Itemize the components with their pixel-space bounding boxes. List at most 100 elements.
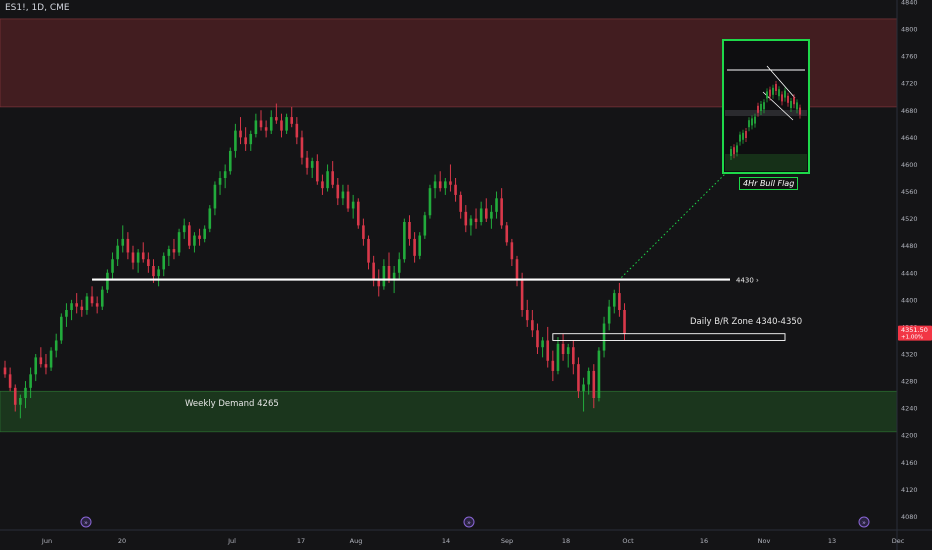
flag-candle-body: [760, 104, 762, 111]
price-tick-label: 4280: [901, 378, 918, 386]
candle-body: [157, 269, 160, 277]
flag-candle-body: [730, 149, 732, 156]
price-tick-label: 4520: [901, 215, 918, 223]
candle-body: [49, 350, 53, 368]
price-tick-label: 4640: [901, 134, 918, 142]
candle-body: [254, 120, 258, 134]
event-marker-icon: [80, 516, 92, 528]
price-tick-label: 4400: [901, 296, 918, 304]
flag-candle-body: [790, 101, 792, 108]
candle-body: [121, 238, 125, 246]
flag-candle-body: [763, 102, 765, 110]
time-axis[interactable]: Jun 20 Jul 17 Aug 14 Sep 18 Oct 16 Nov 13 Dec » » »: [0, 516, 932, 545]
candle-body: [203, 228, 206, 239]
candle-body: [172, 249, 176, 253]
candle-body: [490, 211, 493, 219]
time-tick-label: Sep: [501, 537, 513, 545]
candle-body: [223, 171, 227, 178]
daily-br-zone-box: [552, 333, 786, 341]
candle-body: [60, 316, 63, 341]
candle-body: [597, 350, 601, 398]
candle-body: [100, 289, 104, 307]
candle-body: [331, 171, 334, 185]
candle-body: [541, 340, 544, 348]
candle-body: [362, 225, 365, 239]
candle-body: [24, 387, 27, 398]
overlays-layer: 4430 ›: [92, 39, 810, 341]
candle-body: [495, 198, 498, 212]
candle-body: [500, 198, 503, 226]
candle-body: [561, 343, 565, 354]
candle-body: [413, 238, 416, 256]
candle-body: [505, 225, 509, 243]
price-tick-label: 4480: [901, 242, 918, 250]
flag-candle-body: [793, 97, 795, 105]
price-tick-label: 4800: [901, 26, 918, 34]
candle-body: [305, 157, 309, 168]
candle-body: [602, 323, 606, 351]
candle-body: [321, 181, 324, 189]
candle-body: [351, 201, 355, 209]
candle-body: [116, 245, 119, 260]
last-price-change: +1.00%: [901, 335, 923, 341]
price-tick-label: 4560: [901, 188, 918, 196]
flag-candle-body: [751, 118, 753, 126]
flag-zone-band: [725, 110, 807, 116]
price-tick-label: 4080: [901, 513, 918, 521]
candle-body: [387, 266, 391, 280]
candle-body: [193, 235, 196, 246]
candle-body: [269, 117, 273, 131]
candle-body: [141, 252, 145, 260]
candle-body: [612, 293, 616, 307]
time-tick-label: 17: [297, 537, 305, 545]
level-label-4430: 4430 ›: [736, 277, 759, 285]
candle-body: [19, 398, 22, 405]
flag-candle-body: [796, 102, 798, 110]
price-tick-label: 4720: [901, 80, 918, 88]
candle-body: [520, 279, 524, 310]
flag-candle-body: [772, 87, 774, 95]
price-tick-label: 4120: [901, 486, 918, 494]
candle-body: [239, 130, 242, 138]
candle-body: [433, 181, 437, 189]
candle-body: [566, 347, 570, 354]
price-tick-label: 4240: [901, 405, 918, 413]
weekly-demand-label: Weekly Demand 4265: [185, 399, 279, 409]
time-tick-label: Aug: [350, 537, 363, 545]
candle-body: [90, 296, 94, 304]
candle-body: [249, 134, 253, 145]
candle-body: [510, 242, 514, 260]
candle-body: [428, 188, 432, 216]
candle-body: [377, 279, 381, 287]
candle-body: [259, 120, 263, 128]
candle-body: [295, 123, 299, 138]
candle-body: [126, 238, 130, 253]
candle-body: [177, 232, 181, 253]
candle-body: [80, 306, 84, 310]
flag-demand-zone: [725, 154, 807, 171]
candle-body: [515, 259, 519, 280]
flag-candle-body: [766, 91, 768, 99]
time-tick-label: Dec: [892, 537, 905, 545]
time-tick-label: 20: [118, 537, 126, 545]
candle-body: [65, 310, 68, 317]
time-tick-label: Jun: [41, 537, 52, 545]
candle-body: [136, 252, 140, 263]
candle-body: [147, 259, 150, 266]
price-tick-label: 4840: [901, 0, 918, 7]
candle-body: [392, 272, 396, 280]
event-marker-glyph: »: [84, 520, 88, 527]
candle-body: [341, 191, 345, 199]
flag-candle-body: [784, 90, 786, 98]
candle-body: [397, 259, 401, 273]
candle-body: [592, 370, 596, 398]
candle-body: [234, 130, 237, 151]
candle-body: [285, 117, 288, 131]
time-tick-label: 16: [700, 537, 708, 545]
candle-body: [356, 201, 360, 226]
candle-body: [438, 181, 442, 189]
flag-candle-body: [739, 134, 741, 142]
flag-candle-body: [742, 132, 744, 140]
price-axis[interactable]: 4080412041604200424042804320436044004440…: [896, 0, 932, 550]
